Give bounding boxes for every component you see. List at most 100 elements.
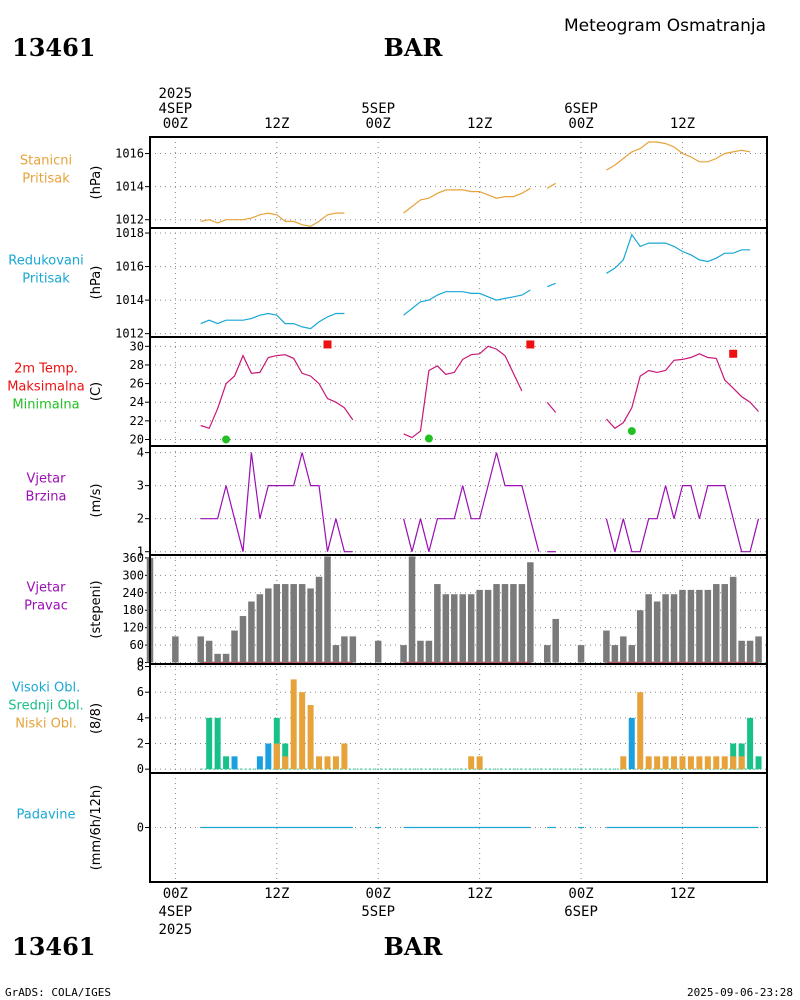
y-tick-label: 0: [137, 656, 144, 670]
series-line: [403, 187, 531, 214]
cloud-bar: [265, 743, 272, 770]
wind-direction-bar: [290, 584, 297, 663]
wind-direction-bar: [729, 576, 737, 663]
wind-direction-bar: [467, 594, 475, 663]
time-label-bottom: 6SEP: [564, 904, 598, 920]
wind-direction-bar: [451, 594, 458, 663]
cloud-bar: [223, 756, 230, 770]
y-tick-label: 4: [137, 711, 144, 725]
wind-direction-bar: [307, 588, 314, 663]
cloud-bar: [721, 756, 728, 770]
wind-direction-bar: [662, 594, 669, 663]
cloud-bar: [341, 743, 348, 770]
panel-label-line: Visoki Obl.: [12, 681, 80, 696]
min-temp-marker: [424, 434, 433, 443]
series-line: [605, 353, 759, 430]
series-line: [200, 354, 354, 430]
cloud-bar: [654, 756, 661, 770]
cloud-bar: [307, 705, 314, 770]
wind-direction-bar: [349, 636, 357, 663]
footer-timestamp: 2025-09-06-23:28: [687, 986, 793, 999]
time-label-top: 2025: [158, 86, 192, 102]
wind-direction-bar: [679, 589, 686, 663]
time-label-bottom: 00Z: [568, 886, 593, 902]
cloud-bar: [755, 756, 762, 770]
wind-direction-bar: [459, 594, 466, 663]
y-axis-label: (8/8): [89, 703, 104, 734]
wind-direction-bar: [738, 640, 745, 663]
header-title: Meteogram Osmatranja: [564, 16, 766, 36]
y-tick-label: 60: [130, 638, 144, 652]
wind-direction-bar: [374, 640, 382, 663]
cloud-bar: [332, 756, 339, 770]
cloud-bar: [679, 756, 686, 770]
series-line: [200, 452, 353, 553]
wind-direction-bar: [341, 636, 348, 663]
cloud-bar: [214, 717, 221, 770]
y-tick-label: 6: [137, 685, 144, 699]
y-tick-label: 24: [130, 395, 144, 409]
time-label-bottom: 00Z: [163, 886, 188, 902]
panel-label-line: Redukovani: [8, 254, 83, 269]
cloud-bar: [256, 756, 263, 770]
panel-label-line: Pritisak: [22, 272, 70, 287]
time-label-top: 12Z: [467, 116, 492, 132]
cloud-bar: [206, 717, 213, 770]
y-axis-label: (stepeni): [89, 580, 104, 638]
wind-direction-bar: [543, 645, 551, 663]
cloud-bar: [645, 756, 652, 770]
panel-3: 1 2 3 4 (m/s) Vjetar Brzina: [26, 445, 768, 559]
max-temp-marker: [323, 340, 332, 349]
wind-direction-bar: [687, 589, 695, 663]
y-tick-label: 0: [137, 821, 144, 835]
y-tick-label: 1014: [115, 293, 144, 307]
y-tick-label: 4: [137, 446, 144, 460]
time-label-top: 00Z: [568, 116, 593, 132]
max-temp-marker: [526, 340, 535, 349]
time-label-bottom: 5SEP: [361, 904, 395, 920]
cloud-bar: [324, 756, 331, 770]
wind-direction-bar: [577, 645, 585, 663]
time-label-top: 5SEP: [361, 101, 395, 117]
cloud-bar: [730, 756, 737, 770]
min-temp-marker: [627, 427, 636, 436]
time-label-top: 00Z: [163, 116, 188, 132]
panel-label-line: Vjetar: [27, 472, 67, 487]
wind-direction-bar: [172, 636, 179, 663]
panel-2: 20 22 24 26 28 30 (C) 2m Temp. Maksimalna Minimal…: [7, 336, 768, 447]
panel-label-line: Minimalna: [12, 398, 79, 413]
y-tick-label: 1016: [115, 147, 144, 161]
wind-direction-bar: [721, 584, 728, 663]
wind-direction-bar: [205, 640, 213, 663]
panel-6: 0 (mm/6h/12h) Padavine: [17, 772, 768, 883]
y-tick-label: 2: [137, 512, 144, 526]
wind-direction-bar: [476, 589, 483, 663]
cloud-bar: [671, 756, 678, 770]
panel-5: 0 2 4 6 8 (8/8) Visoki Obl. Srednji Obl. Niski O…: [8, 660, 768, 776]
wind-direction-bar: [417, 640, 424, 663]
y-tick-label: 3: [137, 479, 144, 493]
series-line: [606, 233, 751, 274]
wind-direction-bar: [425, 640, 433, 663]
y-axis-label: (hPa): [89, 166, 104, 200]
wind-direction-bar: [755, 636, 762, 663]
wind-direction-bar: [704, 589, 712, 663]
cloud-bar: [290, 679, 297, 770]
y-tick-label: 1012: [115, 327, 144, 341]
series-line: [606, 141, 751, 171]
series-line: [200, 312, 345, 330]
wind-direction-bar: [239, 616, 247, 663]
panel-1: 1012 1014 1016 1018 (hPa) Redukovani Pritisak: [8, 226, 768, 341]
y-tick-label: 28: [130, 358, 144, 372]
time-label-bottom: 12Z: [264, 886, 289, 902]
wind-direction-bar: [408, 556, 416, 663]
panel-label-line: Maksimalna: [7, 380, 85, 395]
time-label-top: 00Z: [366, 116, 391, 132]
cloud-bar: [299, 692, 306, 770]
y-tick-label: 2: [137, 737, 144, 751]
max-temp-marker: [729, 349, 738, 358]
wind-direction-bar: [696, 589, 703, 663]
wind-direction-bar: [400, 645, 407, 663]
panel-frame: [149, 136, 768, 229]
